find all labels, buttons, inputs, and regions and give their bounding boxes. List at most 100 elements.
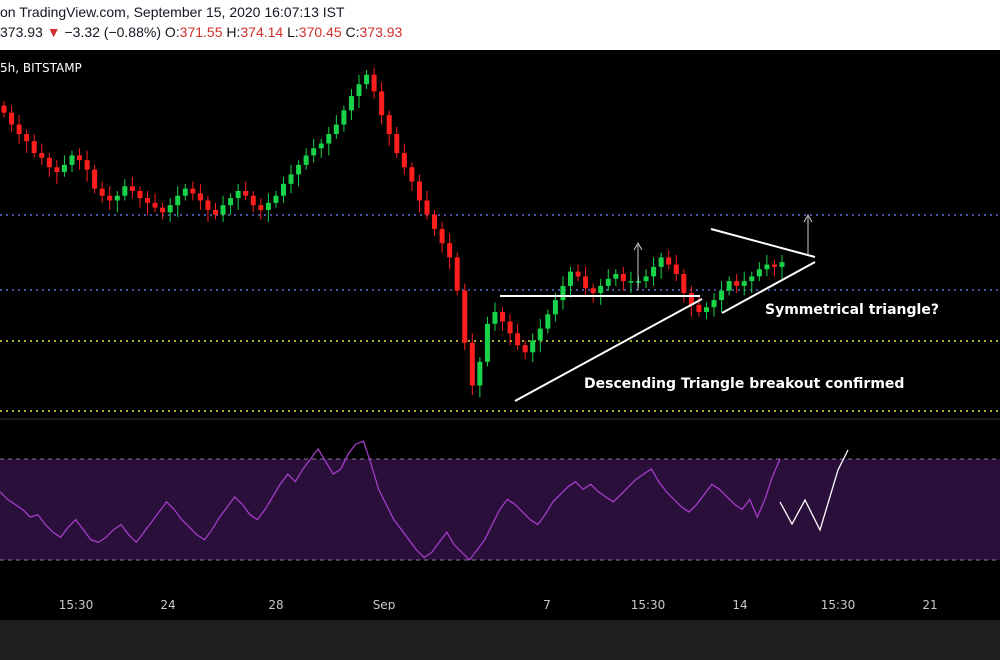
candle-body bbox=[681, 274, 687, 293]
candle-body bbox=[605, 278, 611, 286]
x-tick-label: Sep bbox=[373, 598, 396, 610]
candle-body bbox=[114, 195, 120, 201]
candle-body bbox=[386, 115, 392, 135]
rsi-indicator bbox=[0, 440, 781, 561]
candle-body bbox=[741, 281, 747, 286]
descending-triangle-drawing bbox=[500, 241, 703, 402]
candle-body bbox=[462, 290, 468, 343]
candle-body bbox=[243, 190, 249, 196]
candle-body bbox=[734, 281, 740, 286]
x-tick-label: 15:30 bbox=[821, 598, 856, 610]
candle-body bbox=[280, 183, 286, 196]
candle-body bbox=[197, 193, 203, 201]
candle-body bbox=[749, 276, 755, 282]
price-change: −3.32 (−0.88%) bbox=[64, 24, 161, 40]
candle-body bbox=[613, 274, 619, 279]
price-chart-svg[interactable]: 5h, BITSTAMP Descending Triangle breakou… bbox=[0, 50, 1000, 610]
candle-body bbox=[61, 164, 67, 173]
candle-body bbox=[107, 195, 113, 201]
candle-body bbox=[560, 285, 566, 301]
candle-body bbox=[9, 112, 15, 125]
candle-body bbox=[296, 164, 302, 175]
candle-body bbox=[265, 202, 271, 210]
candle-body bbox=[703, 307, 709, 312]
candle-body bbox=[673, 264, 679, 275]
low-value: 370.45 bbox=[298, 24, 342, 40]
x-tick-label: 7 bbox=[543, 598, 551, 610]
candle-body bbox=[235, 190, 241, 199]
candle-body bbox=[643, 276, 649, 282]
candle-body bbox=[84, 160, 90, 170]
x-tick-label: 15:30 bbox=[631, 598, 666, 610]
candle-body bbox=[409, 167, 415, 182]
candle-body bbox=[628, 281, 634, 283]
last-price: 373.93 bbox=[0, 24, 43, 40]
x-tick-label: 24 bbox=[160, 598, 175, 610]
candle-body bbox=[522, 345, 528, 353]
candle-body bbox=[416, 181, 422, 201]
x-tick-label: 15:30 bbox=[59, 598, 94, 610]
candle-body bbox=[484, 323, 490, 362]
candle-body bbox=[122, 186, 128, 196]
candle-body bbox=[583, 276, 589, 289]
triangle-rising-line bbox=[514, 298, 703, 402]
candle-body bbox=[31, 141, 37, 154]
candle-body bbox=[348, 96, 354, 111]
candle-body bbox=[688, 292, 694, 305]
candle-body bbox=[500, 311, 506, 322]
close-value: 373.93 bbox=[359, 24, 403, 40]
candle-body bbox=[24, 134, 30, 142]
candle-body bbox=[92, 169, 98, 189]
candle-body bbox=[447, 243, 453, 258]
candle-body bbox=[379, 91, 385, 116]
candle-body bbox=[666, 257, 672, 265]
open-value: 371.55 bbox=[179, 24, 223, 40]
candle-body bbox=[424, 200, 430, 215]
candle-body bbox=[69, 155, 75, 165]
candle-body bbox=[333, 124, 339, 135]
candle-body bbox=[726, 281, 732, 291]
candle-body bbox=[288, 174, 294, 184]
chart-area[interactable]: 5h, BITSTAMP Descending Triangle breakou… bbox=[0, 50, 1000, 610]
candle-body bbox=[432, 214, 438, 229]
candle-body bbox=[575, 271, 581, 277]
candle-body bbox=[39, 153, 45, 158]
candle-body bbox=[454, 257, 460, 291]
candle-body bbox=[99, 188, 105, 196]
candle-body bbox=[1, 105, 7, 113]
ohlc-bar: 373.93 ▼ −3.32 (−0.88%) O:371.55 H:374.1… bbox=[0, 24, 402, 40]
annotation-descending-triangle: Descending Triangle breakout confirmed bbox=[584, 376, 904, 392]
footer-spacer bbox=[0, 610, 1000, 620]
down-arrow-icon: ▼ bbox=[46, 24, 61, 40]
candle-body bbox=[160, 207, 166, 213]
x-tick-label: 21 bbox=[922, 598, 937, 610]
candle-body bbox=[190, 188, 196, 194]
candle-body bbox=[167, 205, 173, 213]
bottom-toolbar bbox=[0, 620, 1000, 660]
candle-body bbox=[311, 148, 317, 156]
candle-body bbox=[696, 304, 702, 312]
candle-body bbox=[371, 74, 377, 92]
candle-body bbox=[552, 300, 558, 315]
rsi-projection-line bbox=[779, 449, 849, 532]
chart-header: on TradingView.com, September 15, 2020 1… bbox=[0, 0, 1000, 50]
candle-body bbox=[756, 269, 762, 277]
sym-triangle-upper-line bbox=[710, 228, 816, 258]
candle-body bbox=[651, 266, 657, 277]
close-label: C: bbox=[345, 24, 360, 40]
candle-body bbox=[258, 205, 264, 210]
candle-body bbox=[598, 285, 604, 293]
high-label: H: bbox=[226, 24, 241, 40]
symmetrical-triangle-drawing bbox=[710, 213, 816, 314]
open-label: O: bbox=[164, 24, 180, 40]
candle-body bbox=[175, 195, 181, 206]
candle-body bbox=[303, 155, 309, 165]
candle-body bbox=[779, 262, 785, 267]
candle-body bbox=[137, 190, 143, 199]
candle-body bbox=[477, 361, 483, 386]
candle-body bbox=[719, 290, 725, 301]
candle-body bbox=[469, 342, 475, 386]
candle-body bbox=[46, 157, 52, 168]
candle-body bbox=[326, 134, 332, 144]
high-value: 374.14 bbox=[240, 24, 284, 40]
